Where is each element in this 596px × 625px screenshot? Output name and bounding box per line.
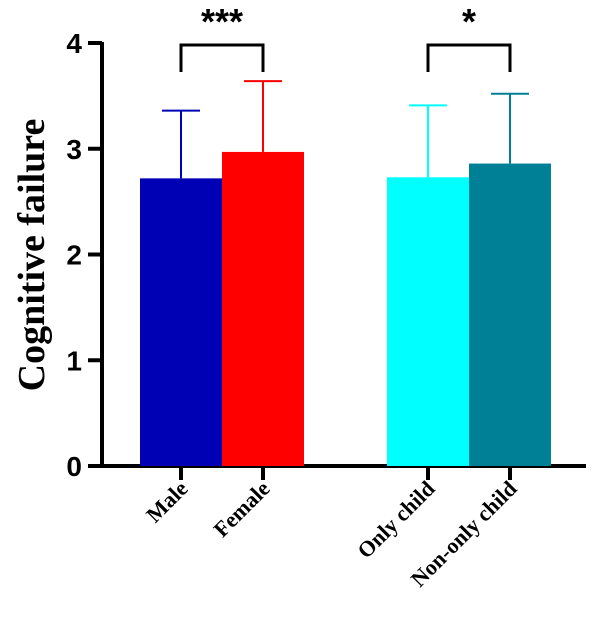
y-tick-label: 0 <box>66 451 82 482</box>
x-tick-label: Male <box>141 476 193 528</box>
x-tick-label: Only child <box>352 476 439 563</box>
y-tick-label: 4 <box>66 28 82 59</box>
significance-bracket <box>426 43 512 72</box>
y-axis-title: Cognitive failure <box>11 119 53 392</box>
bar <box>222 151 304 467</box>
y-tick-label: 1 <box>66 345 82 376</box>
bar <box>387 177 469 467</box>
y-tick-label: 3 <box>66 134 82 165</box>
significance-bracket <box>179 43 265 72</box>
x-tick-label: Female <box>208 476 274 542</box>
bar <box>140 178 222 467</box>
significance-label: *** <box>201 1 243 42</box>
y-tick-label: 2 <box>66 240 82 271</box>
significance-label: * <box>462 1 476 42</box>
bar <box>469 163 551 466</box>
